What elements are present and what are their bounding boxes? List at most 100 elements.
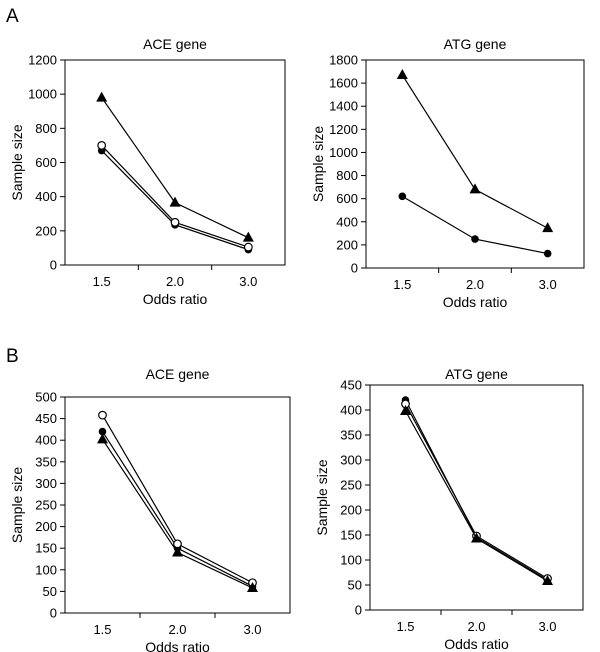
x-axis-label: Odds ratio	[443, 294, 508, 310]
y-tick-label: 250	[35, 498, 57, 513]
series-1-filled-circle-marker	[543, 249, 552, 258]
y-tick-label: 0	[355, 603, 362, 618]
x-tick-label: 2.0	[168, 622, 186, 637]
y-tick-label: 600	[336, 191, 358, 206]
y-tick-label: 0	[50, 258, 57, 273]
y-tick-label: 400	[35, 189, 57, 204]
y-tick-label: 800	[35, 121, 57, 136]
y-tick-label: 800	[336, 168, 358, 183]
y-tick-label: 450	[340, 378, 362, 393]
chart-1: ACE gene 0 200 400 600 800 1000 1200 1.5 2.0 3.0 Od…	[9, 36, 286, 307]
y-tick-label: 150	[35, 541, 57, 556]
series-2-triangle-marker	[396, 69, 408, 80]
y-tick-label: 300	[35, 476, 57, 491]
y-tick-label: 200	[340, 503, 362, 518]
series-1-line	[402, 195, 548, 255]
y-tick-label: 50	[43, 584, 57, 599]
chart-title: ATG gene	[445, 366, 508, 382]
x-axis-label: Odds ratio	[444, 636, 509, 652]
y-axis-label: Sample size	[314, 459, 330, 535]
y-axis-label: Sample size	[9, 124, 25, 200]
series-3-triangle-marker	[400, 405, 411, 415]
y-tick-label: 1600	[329, 76, 358, 91]
y-tick-label: 1200	[329, 122, 358, 137]
series-3-triangle-marker	[242, 231, 254, 242]
x-tick-label: 3.0	[243, 622, 261, 637]
plot-frame	[365, 59, 585, 269]
x-tick-label: 3.0	[239, 274, 257, 289]
series-3-line	[101, 439, 253, 589]
y-tick-label: 1000	[28, 87, 57, 102]
x-tick-label: 2.0	[166, 274, 184, 289]
y-tick-label: 1800	[329, 53, 358, 68]
series-2-triangle-marker	[542, 222, 554, 233]
chart-title: ATG gene	[444, 36, 507, 52]
series-3-triangle-marker	[172, 546, 183, 557]
x-tick-label: 1.5	[93, 622, 111, 637]
chart-4: ATG gene 0 50 100 150 200 250 300 350 400 450 1.5 2.…	[314, 366, 584, 652]
series-3-triangle-marker	[97, 433, 108, 444]
series-2-open-circle-marker	[170, 217, 180, 227]
x-tick-label: 1.5	[393, 277, 411, 292]
x-tick-label: 1.5	[396, 619, 414, 634]
panel-letter-b: B	[6, 346, 19, 367]
plot-frame	[64, 59, 286, 266]
series-3-triangle-marker	[471, 532, 482, 543]
x-axis-label: Odds ratio	[143, 291, 208, 307]
y-tick-label: 200	[35, 223, 57, 238]
x-tick-label: 1.5	[93, 274, 111, 289]
y-tick-label: 100	[340, 553, 362, 568]
series-2-open-circle-marker	[98, 410, 107, 420]
chart-2: ATG gene 0 200 400 600 800 1000 1200 1400 1600 180…	[310, 36, 585, 310]
y-axis-label: Sample size	[310, 126, 326, 202]
y-tick-label: 150	[340, 528, 362, 543]
y-tick-label: 600	[35, 155, 57, 170]
series-1-filled-circle-marker	[398, 192, 407, 201]
series-2-line	[101, 145, 249, 248]
chart-title: ACE gene	[143, 36, 207, 52]
y-tick-label: 200	[35, 519, 57, 534]
series-2-line	[101, 414, 253, 584]
y-tick-label: 100	[35, 562, 57, 577]
series-1-line	[404, 399, 548, 581]
y-axis-label: Sample size	[9, 467, 25, 543]
series-3-triangle-marker	[96, 91, 108, 102]
series-2-open-circle-marker	[243, 242, 253, 252]
y-tick-label: 350	[35, 454, 57, 469]
y-tick-label: 0	[351, 261, 358, 276]
y-tick-label: 1200	[28, 53, 57, 68]
y-tick-label: 450	[35, 411, 57, 426]
x-tick-label: 2.0	[467, 619, 485, 634]
x-axis-label: Odds ratio	[145, 639, 210, 652]
chart-title: ACE gene	[146, 366, 210, 382]
y-tick-label: 1000	[329, 145, 358, 160]
x-tick-label: 3.0	[539, 277, 557, 292]
series-1-filled-circle-marker	[98, 427, 107, 436]
y-tick-label: 0	[50, 606, 57, 621]
x-tick-label: 2.0	[466, 277, 484, 292]
y-tick-label: 200	[336, 237, 358, 252]
x-tick-label: 3.0	[538, 619, 556, 634]
series-2-line	[401, 74, 548, 229]
y-tick-label: 400	[336, 214, 358, 229]
y-tick-label: 1400	[329, 99, 358, 114]
y-tick-label: 250	[340, 478, 362, 493]
panel-letter-a: A	[6, 6, 19, 27]
series-3-triangle-marker	[542, 575, 553, 585]
series-3-triangle-marker	[169, 196, 181, 207]
series-2-triangle-marker	[469, 183, 481, 194]
series-3-line	[404, 410, 548, 582]
chart-3: ACE gene 0 50 100 150 200 250 300 350 400 450 500 1.…	[9, 366, 291, 652]
plot-frame	[369, 384, 584, 611]
y-tick-label: 350	[340, 428, 362, 443]
series-1-filled-circle-marker	[471, 235, 479, 243]
series-2-line	[404, 403, 548, 580]
y-tick-label: 400	[35, 433, 57, 448]
series-2-open-circle-marker	[97, 141, 107, 150]
series-3-triangle-marker	[247, 581, 258, 592]
y-tick-label: 500	[35, 390, 57, 405]
y-tick-label: 300	[340, 453, 362, 468]
y-tick-label: 50	[348, 578, 362, 593]
